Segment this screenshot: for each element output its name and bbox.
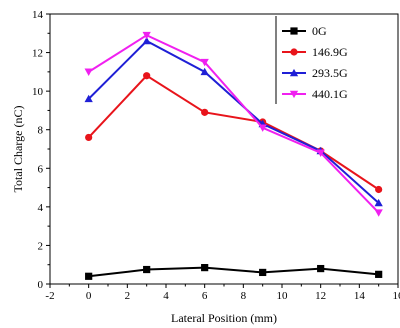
- y-tick-label: 10: [32, 86, 44, 98]
- y-tick-label: 12: [32, 48, 43, 60]
- data-point: [201, 264, 209, 272]
- legend-label: 293.5G: [312, 66, 348, 80]
- data-point: [142, 36, 151, 45]
- data-point: [143, 265, 151, 274]
- x-tick-label: 14: [354, 290, 366, 302]
- data-point: [259, 268, 267, 277]
- legend-item: 146.9G: [282, 45, 348, 59]
- x-tick-label: 2: [125, 290, 131, 302]
- data-point: [200, 67, 209, 76]
- y-tick-label: 14: [32, 9, 44, 21]
- legend-item: 293.5G: [282, 66, 348, 80]
- data-point: [84, 94, 93, 103]
- y-tick-label: 8: [38, 125, 44, 137]
- y-tick-label: 0: [38, 279, 44, 291]
- data-point: [375, 185, 383, 194]
- y-tick-label: 2: [38, 240, 44, 252]
- legend-item: 0G: [282, 24, 327, 38]
- x-tick-label: 4: [163, 290, 169, 302]
- series-3: [84, 36, 383, 207]
- data-point: [84, 68, 93, 76]
- data-point: [200, 58, 209, 67]
- data-point: [85, 133, 93, 142]
- data-point: [201, 108, 209, 116]
- x-tick-label: 12: [315, 290, 326, 302]
- data-point: [258, 124, 267, 132]
- legend-label: 440.1G: [312, 87, 348, 101]
- legend-item: 440.1G: [282, 87, 348, 101]
- series-line: [87, 39, 380, 204]
- x-tick-label: 0: [86, 290, 92, 302]
- legend: 0G 146.9G 293.5G 440.1G: [275, 16, 348, 104]
- legend-label: 0G: [312, 24, 327, 38]
- data-point: [142, 31, 151, 40]
- legend-swatch-marker: [289, 68, 299, 77]
- data-point: [143, 72, 151, 80]
- data-point: [374, 209, 383, 217]
- legend-swatch-marker: [289, 90, 299, 99]
- data-point: [85, 272, 93, 280]
- series-line: [87, 74, 380, 191]
- x-tick-label: 8: [241, 290, 247, 302]
- data-point: [317, 264, 325, 273]
- series-1: [85, 264, 383, 280]
- legend-label: 146.9G: [312, 45, 348, 59]
- data-point: [374, 198, 383, 207]
- x-tick-label: -2: [45, 290, 54, 302]
- series-line: [88, 34, 380, 214]
- series-line: [88, 266, 379, 278]
- x-tick-label: 10: [277, 290, 289, 302]
- x-tick-label: 6: [202, 290, 208, 302]
- legend-swatch-marker: [290, 27, 298, 35]
- y-tick-label: 6: [38, 163, 44, 175]
- series-layer: [84, 31, 383, 280]
- x-axis-title: Lateral Position (mm): [171, 311, 277, 325]
- x-tick-label: 16: [393, 290, 400, 302]
- legend-swatch-marker: [290, 48, 298, 56]
- data-point: [316, 149, 325, 157]
- series-4: [84, 31, 383, 217]
- y-axis-title: Total Charge (nC): [11, 106, 25, 193]
- data-point: [375, 270, 383, 278]
- axes-layer: -2024681012141602468101214: [32, 9, 400, 302]
- y-tick-label: 4: [38, 202, 44, 214]
